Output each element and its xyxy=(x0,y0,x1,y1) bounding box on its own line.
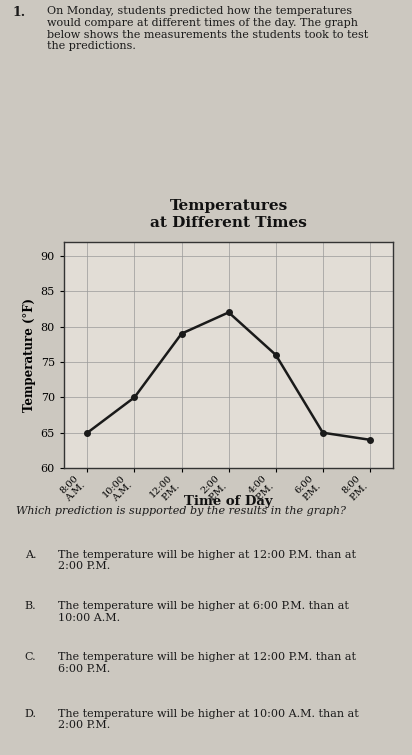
Text: Time of Day: Time of Day xyxy=(184,495,273,507)
Text: A.: A. xyxy=(25,550,36,559)
Text: The temperature will be higher at 6:00 P.M. than at
10:00 A.M.: The temperature will be higher at 6:00 P… xyxy=(58,601,349,623)
Text: D.: D. xyxy=(25,709,37,719)
Y-axis label: Temperature (°F): Temperature (°F) xyxy=(23,298,36,411)
Text: The temperature will be higher at 12:00 P.M. than at
6:00 P.M.: The temperature will be higher at 12:00 … xyxy=(58,652,356,674)
Text: The temperature will be higher at 10:00 A.M. than at
2:00 P.M.: The temperature will be higher at 10:00 … xyxy=(58,709,358,730)
Text: Which prediction is supported by the results in the graph?: Which prediction is supported by the res… xyxy=(16,506,346,516)
Text: The temperature will be higher at 12:00 P.M. than at
2:00 P.M.: The temperature will be higher at 12:00 … xyxy=(58,550,356,572)
Text: C.: C. xyxy=(25,652,36,662)
Text: Temperatures
at Different Times: Temperatures at Different Times xyxy=(150,199,307,230)
Text: 1.: 1. xyxy=(12,6,26,20)
Text: B.: B. xyxy=(25,601,36,611)
Text: On Monday, students predicted how the temperatures
would compare at different ti: On Monday, students predicted how the te… xyxy=(47,6,369,51)
